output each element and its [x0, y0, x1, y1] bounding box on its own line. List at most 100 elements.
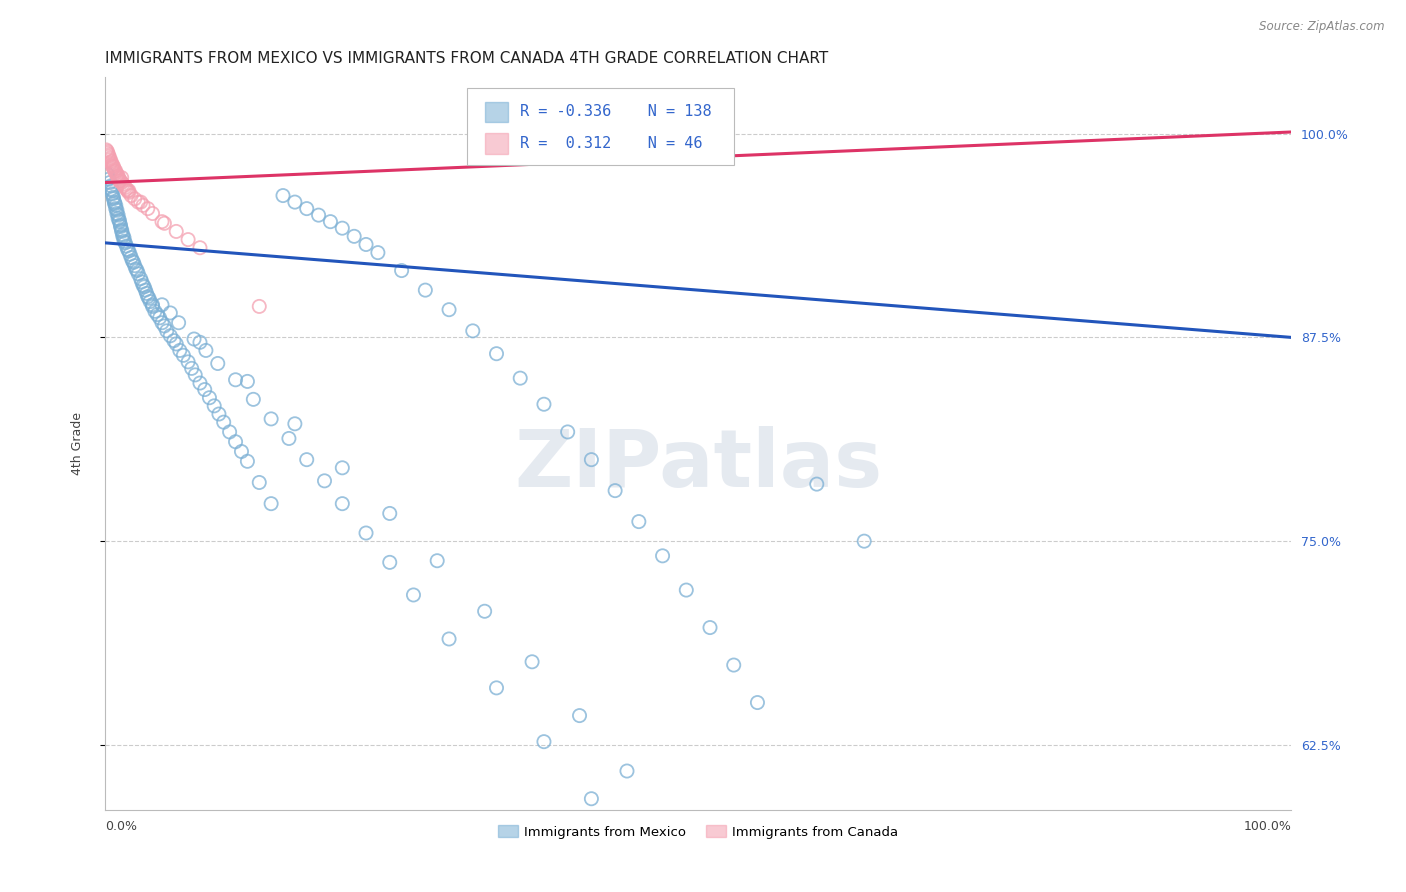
Point — [747, 696, 769, 710]
Point — [129, 271, 152, 285]
Point — [277, 432, 299, 446]
Point — [664, 821, 686, 835]
Point — [391, 263, 413, 277]
Point — [101, 158, 124, 172]
Point — [260, 412, 283, 426]
Point — [111, 227, 134, 242]
Point — [188, 335, 211, 350]
Point — [104, 166, 127, 180]
Point — [581, 791, 603, 805]
Point — [378, 507, 401, 521]
Point — [159, 306, 181, 320]
Point — [141, 206, 163, 220]
Point — [124, 259, 146, 273]
Point — [330, 497, 353, 511]
Point — [101, 159, 124, 173]
Point — [114, 180, 136, 194]
Point — [150, 316, 173, 330]
Point — [118, 184, 141, 198]
Point — [127, 267, 149, 281]
Point — [103, 195, 125, 210]
Point — [627, 515, 650, 529]
Point — [177, 355, 200, 369]
Point — [568, 708, 591, 723]
Point — [111, 223, 134, 237]
Point — [104, 198, 127, 212]
Point — [188, 241, 211, 255]
Point — [354, 526, 377, 541]
Point — [98, 176, 121, 190]
Point — [314, 474, 336, 488]
Point — [319, 214, 342, 228]
Point — [111, 176, 134, 190]
Point — [103, 161, 125, 175]
Point — [177, 233, 200, 247]
Point — [218, 425, 240, 439]
Point — [120, 251, 142, 265]
Point — [806, 477, 828, 491]
Point — [110, 174, 132, 188]
Point — [627, 852, 650, 866]
Point — [153, 216, 176, 230]
Point — [853, 534, 876, 549]
Point — [163, 334, 186, 348]
Text: ZIPatlas: ZIPatlas — [515, 426, 883, 504]
Point — [108, 174, 131, 188]
Point — [105, 206, 128, 220]
Point — [367, 245, 389, 260]
Point — [110, 218, 132, 232]
Point — [97, 172, 120, 186]
Point — [308, 208, 330, 222]
Text: R = -0.336    N = 138: R = -0.336 N = 138 — [520, 104, 711, 120]
Point — [149, 310, 172, 325]
Text: 0.0%: 0.0% — [105, 820, 136, 833]
Point — [96, 143, 118, 157]
Point — [260, 497, 283, 511]
Point — [378, 555, 401, 569]
Point — [180, 361, 202, 376]
Point — [485, 681, 508, 695]
Point — [354, 237, 377, 252]
Point — [132, 198, 155, 212]
Point — [114, 235, 136, 250]
Point — [581, 452, 603, 467]
Point — [101, 186, 124, 201]
Point — [225, 434, 247, 449]
Point — [139, 294, 162, 309]
Point — [108, 214, 131, 228]
Point — [136, 290, 159, 304]
Point — [330, 221, 353, 235]
Point — [485, 347, 508, 361]
Point — [132, 278, 155, 293]
Point — [402, 588, 425, 602]
Point — [103, 159, 125, 173]
Point — [165, 337, 187, 351]
Point — [156, 324, 179, 338]
Text: IMMIGRANTS FROM MEXICO VS IMMIGRANTS FROM CANADA 4TH GRADE CORRELATION CHART: IMMIGRANTS FROM MEXICO VS IMMIGRANTS FRO… — [105, 51, 828, 66]
Point — [247, 475, 270, 490]
Point — [96, 146, 118, 161]
Point — [111, 170, 134, 185]
Point — [96, 167, 118, 181]
Point — [125, 261, 148, 276]
Point — [153, 318, 176, 333]
Point — [129, 195, 152, 210]
Point — [699, 621, 721, 635]
Point — [198, 391, 221, 405]
Point — [111, 177, 134, 191]
Point — [115, 182, 138, 196]
Point — [271, 188, 294, 202]
Point — [118, 244, 141, 258]
Point — [115, 239, 138, 253]
Point — [474, 604, 496, 618]
Text: Source: ZipAtlas.com: Source: ZipAtlas.com — [1260, 20, 1385, 33]
Point — [103, 162, 125, 177]
Point — [112, 231, 135, 245]
Point — [236, 375, 259, 389]
Point — [141, 298, 163, 312]
Point — [98, 151, 121, 165]
Point — [330, 460, 353, 475]
Text: R =  0.312    N = 46: R = 0.312 N = 46 — [520, 136, 703, 151]
Point — [437, 632, 460, 646]
Point — [167, 316, 190, 330]
